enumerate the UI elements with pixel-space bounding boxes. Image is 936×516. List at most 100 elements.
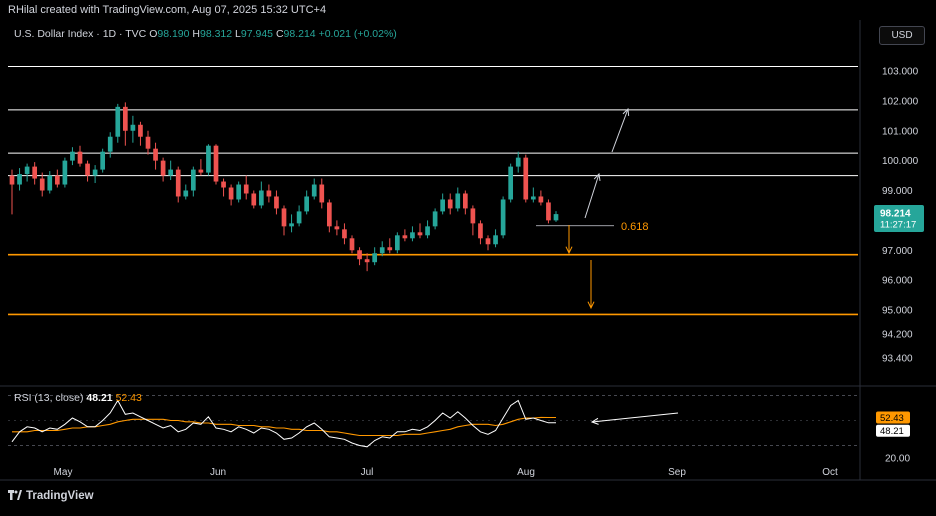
candle-body <box>198 169 204 173</box>
price-tick-label: 103.000 <box>882 67 919 78</box>
candle-body <box>296 211 302 224</box>
bullish-arrow-1-head <box>593 172 601 182</box>
time-axis-label: Aug <box>517 467 535 478</box>
currency-button[interactable]: USD <box>879 26 925 45</box>
candle-body <box>138 124 143 137</box>
candle-body <box>130 124 136 131</box>
change-value: +0.021 (+0.02%) <box>318 28 397 40</box>
candle-body <box>183 190 189 197</box>
candle-body <box>236 184 242 200</box>
candle-body <box>39 178 45 191</box>
candle-body <box>289 223 294 227</box>
candle-body <box>266 190 272 197</box>
high-value: 98.312 <box>200 28 233 40</box>
candle-body <box>54 175 60 185</box>
close-label: C <box>275 28 284 40</box>
rsi-ma-line <box>12 416 556 437</box>
rsi-divergence-arrow-shaft <box>591 412 679 423</box>
candle-body <box>9 175 15 185</box>
candle-body <box>546 202 551 221</box>
low-value: 97.945 <box>240 28 274 40</box>
rsi-legend[interactable]: RSI (13, close) 48.21 52.43 <box>14 392 142 404</box>
candle-body <box>145 136 151 149</box>
candle-body <box>402 235 408 239</box>
candle-body <box>478 223 483 239</box>
rsi-badge <box>876 424 910 437</box>
price-tick-label: 95.000 <box>882 306 913 317</box>
candle-body <box>342 229 347 239</box>
open-value: 98.190 <box>157 28 190 40</box>
candle-body <box>508 166 514 200</box>
candle-body <box>553 214 559 221</box>
symbol-legend[interactable]: U.S. Dollar Index · 1D · TVC O98.190 H98… <box>14 28 397 40</box>
price-tick-label: 100.000 <box>882 156 919 167</box>
time-axis-label: May <box>54 467 73 478</box>
candle-body <box>153 148 158 161</box>
candle-body <box>122 106 128 131</box>
candle-body <box>168 169 174 176</box>
open-label: O <box>149 28 158 40</box>
rsi-tick-label: 20.00 <box>885 454 910 465</box>
candle-body <box>47 175 53 191</box>
candle-body <box>493 235 498 245</box>
candle-body <box>251 193 257 206</box>
candle-body <box>243 184 249 194</box>
candle-body <box>213 145 219 182</box>
last-price-badge <box>874 204 924 232</box>
bullish-arrow-2-shaft <box>611 108 629 153</box>
rsi-title[interactable]: RSI (13, close) <box>14 392 84 404</box>
close-value: 98.214 <box>283 28 316 40</box>
candle-body <box>394 235 400 251</box>
candle-body <box>530 196 536 200</box>
candle-countdown: 11:27:17 <box>880 219 916 230</box>
candle-body <box>311 184 317 197</box>
time-axis-label: Sep <box>668 467 686 478</box>
candle-body <box>17 174 22 185</box>
candle-body <box>70 151 75 161</box>
brand-name: TradingView <box>26 490 94 502</box>
brand-footer[interactable]: TradingView <box>8 490 94 502</box>
price-tick-label: 99.000 <box>882 186 913 197</box>
rsi-value: 48.21 <box>86 392 113 404</box>
candle-body <box>221 181 226 188</box>
price-tick-label: 97.000 <box>882 246 913 257</box>
candle-body <box>372 253 378 263</box>
candle-body <box>485 238 491 245</box>
time-axis-label: Jul <box>361 467 374 478</box>
candle-body <box>334 226 340 230</box>
candle-body <box>432 211 438 227</box>
candle-body <box>425 226 430 236</box>
high-label: H <box>192 28 200 40</box>
candle-body <box>523 157 529 200</box>
candle-body <box>175 169 181 197</box>
candle-body <box>410 232 415 239</box>
candle-body <box>364 259 370 263</box>
candle-body <box>160 160 166 176</box>
candle-body <box>538 196 544 203</box>
rsi-line <box>11 399 557 448</box>
fib-level-label: 0.618 <box>621 221 649 233</box>
rsi-ma-badge <box>876 411 910 424</box>
candle-body <box>379 247 385 254</box>
price-tick-label: 96.000 <box>882 276 913 287</box>
candle-body <box>440 199 446 212</box>
candle-body <box>107 136 113 152</box>
top-bar: RHilal created with TradingView.com, Aug… <box>0 0 936 20</box>
candle-body <box>349 238 355 251</box>
candle-body <box>85 163 90 176</box>
candle-body <box>470 208 476 224</box>
candle-body <box>357 250 362 260</box>
candle-body <box>190 169 196 191</box>
rsi-divergence-arrow-head <box>590 417 599 425</box>
last-price-value: 98.214 <box>880 208 911 219</box>
candle-body <box>515 157 521 167</box>
bullish-arrow-2-head <box>622 107 630 117</box>
price-tick-label: 102.000 <box>882 96 919 107</box>
bullish-arrow-1-shaft <box>584 173 600 219</box>
symbol-name[interactable]: U.S. Dollar Index · 1D · TVC <box>14 28 147 40</box>
candle-body <box>92 169 98 176</box>
candle-body <box>455 193 461 209</box>
candle-body <box>387 247 393 251</box>
candle-body <box>258 190 264 206</box>
